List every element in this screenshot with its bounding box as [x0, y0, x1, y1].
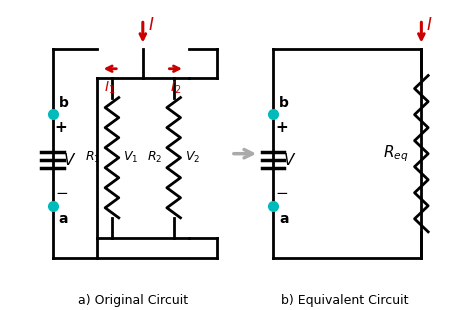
Text: $I$: $I$ [426, 16, 433, 34]
Text: +: + [55, 120, 67, 135]
Text: $V$: $V$ [283, 152, 296, 168]
Text: $I_2$: $I_2$ [170, 80, 182, 96]
Text: b: b [279, 96, 289, 110]
Text: +: + [275, 120, 288, 135]
Text: $I$: $I$ [147, 16, 154, 34]
Text: $V_2$: $V_2$ [185, 150, 200, 165]
Text: b) Equivalent Circuit: b) Equivalent Circuit [282, 294, 409, 307]
Text: a) Original Circuit: a) Original Circuit [78, 294, 188, 307]
Text: $-$: $-$ [55, 184, 68, 199]
Text: $R_{eq}$: $R_{eq}$ [383, 144, 408, 164]
Text: $R_1$: $R_1$ [85, 150, 101, 165]
Text: $V$: $V$ [63, 152, 76, 168]
Text: a: a [59, 212, 68, 226]
Text: b: b [59, 96, 69, 110]
Text: $R_2$: $R_2$ [147, 150, 163, 165]
Text: $V_1$: $V_1$ [123, 150, 138, 165]
Text: $-$: $-$ [275, 184, 288, 199]
Text: a: a [279, 212, 289, 226]
Text: $I_1$: $I_1$ [104, 80, 116, 96]
